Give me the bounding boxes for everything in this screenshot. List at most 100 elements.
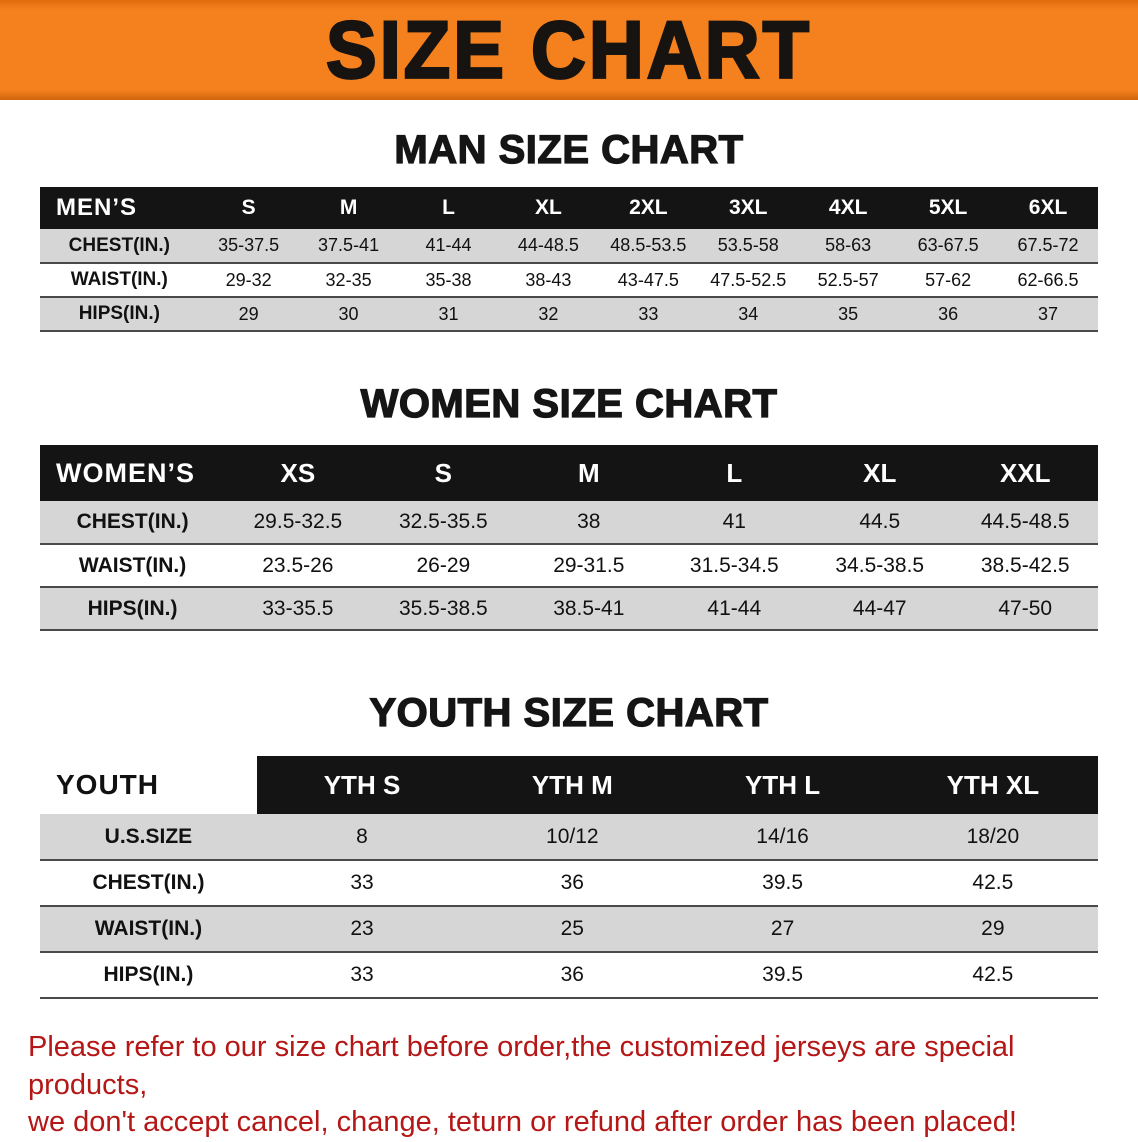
size-value-cell: 29 (981, 917, 1005, 940)
size-value-cell: 34 (738, 303, 759, 324)
size-value-cell: 47.5-52.5 (710, 269, 787, 290)
size-value-cell: 35.5-38.5 (398, 596, 488, 620)
size-value-cell: 44-47 (852, 596, 907, 620)
size-value-cell: 30 (338, 303, 359, 324)
table-row: HIPS(IN.) 29 30 31 32 33 34 35 36 37 (40, 297, 1098, 331)
size-value-cell: 27 (770, 917, 795, 940)
size-value-cell: 41 (722, 510, 746, 533)
size-value-cell: 57-62 (925, 269, 972, 290)
youth-chart-title: YOUTH SIZE CHART (369, 690, 769, 735)
size-value-cell: 67.5-72 (1017, 235, 1079, 255)
size-column-header: S (198, 187, 299, 229)
table-row: WAIST(IN.) 23 25 27 29 (40, 906, 1098, 952)
size-column-header: L (661, 445, 808, 501)
size-value-cell: 35-37.5 (218, 235, 280, 255)
size-value-cell: 35 (838, 303, 859, 324)
size-value-cell: 31 (438, 303, 459, 324)
size-value-cell: 36 (560, 871, 584, 894)
size-value-cell: 32.5-35.5 (398, 510, 488, 533)
table-corner-label: WOMEN’S (40, 445, 226, 501)
size-column-header: XS (225, 445, 371, 501)
size-value-cell: 29-32 (225, 269, 272, 290)
youth-section: YOUTH SIZE CHART YOUTH YTH S YTH M YTH L YTH… (0, 690, 1138, 999)
size-value-cell: 38-43 (525, 269, 572, 290)
size-value-cell: 37.5-41 (318, 235, 380, 255)
size-value-cell: 39.5 (762, 871, 804, 894)
row-label: HIPS(IN.) (87, 596, 178, 620)
table-header-row: WOMEN’S XS S M L XL XXL (40, 445, 1098, 501)
row-label: U.S.SIZE (104, 824, 193, 848)
size-value-cell: 29-31.5 (553, 553, 625, 577)
size-value-cell: 38 (577, 510, 601, 533)
table-row: HIPS(IN.) 33-35.5 35.5-38.5 38.5-41 41-44 44-… (40, 587, 1098, 630)
size-value-cell: 25 (560, 917, 584, 940)
size-column-header: 5XL (898, 187, 999, 229)
table-row: WAIST(IN.) 29-32 32-35 35-38 38-43 43-47.5 47.… (40, 263, 1098, 297)
men-size-table: MEN’S S M L XL 2XL 3XL 4XL 5XL 6XL CHEST(IN.) 35-37… (40, 187, 1098, 332)
size-value-cell: 10/12 (546, 824, 599, 848)
youth-size-table: YOUTH YTH S YTH M YTH L YTH XL U.S.SIZE 8 10/12… (40, 756, 1098, 999)
size-value-cell: 33-35.5 (262, 596, 334, 620)
size-column-header: 6XL (998, 187, 1098, 229)
size-value-cell: 58-63 (825, 235, 872, 255)
banner: SIZE CHART (0, 0, 1138, 100)
row-label: HIPS(IN.) (103, 963, 194, 986)
table-row: WAIST(IN.) 23.5-26 26-29 29-31.5 31.5-34.5 34… (40, 544, 1098, 587)
table-row: CHEST(IN.) 33 36 39.5 42.5 (40, 860, 1098, 906)
size-value-cell: 29 (238, 303, 259, 324)
size-value-cell: 26-29 (416, 553, 471, 577)
men-section: MAN SIZE CHART MEN’S S M L XL 2XL 3XL 4XL 5XL 6XL… (0, 127, 1138, 332)
table-corner-label: MEN’S (40, 187, 199, 229)
notice-line-2: we don't accept cancel, change, teturn o… (28, 1106, 1017, 1139)
size-value-cell: 23 (350, 917, 374, 940)
row-label: CHEST(IN.) (92, 871, 205, 894)
size-column-header: 2XL (598, 187, 699, 229)
size-value-cell: 35-38 (425, 269, 472, 290)
size-column-header: YTH XL (887, 756, 1098, 814)
size-value-cell: 14/16 (756, 824, 809, 848)
size-column-header: YTH S (256, 756, 468, 814)
size-value-cell: 36 (938, 303, 959, 324)
women-size-table: WOMEN’S XS S M L XL XXL CHEST(IN.) 29.5-32.5 32.5… (40, 445, 1098, 631)
size-column-header: 4XL (798, 187, 899, 229)
size-value-cell: 33 (350, 963, 374, 986)
women-section: WOMEN SIZE CHART WOMEN’S XS S M L XL XXL CHEST(… (0, 381, 1138, 631)
size-column-header: XL (498, 187, 599, 229)
size-value-cell: 18/20 (966, 824, 1020, 848)
table-row: CHEST(IN.) 29.5-32.5 32.5-35.5 38 41 44.5 44.5… (40, 501, 1098, 544)
table-row: U.S.SIZE 8 10/12 14/16 18/20 (40, 814, 1098, 860)
size-value-cell: 41-44 (425, 235, 472, 255)
row-label: WAIST(IN.) (78, 553, 187, 577)
footer-notice: Please refer to our size chart before or… (28, 1029, 1110, 1142)
size-value-cell: 31.5-34.5 (689, 553, 779, 577)
size-value-cell: 42.5 (972, 963, 1014, 986)
size-value-cell: 39.5 (762, 963, 804, 986)
size-value-cell: 48.5-53.5 (610, 235, 687, 255)
page-title: SIZE CHART (325, 4, 812, 97)
men-chart-title: MAN SIZE CHART (394, 127, 744, 172)
size-value-cell: 23.5-26 (262, 553, 334, 577)
size-value-cell: 42.5 (972, 871, 1014, 894)
size-value-cell: 44.5-48.5 (980, 510, 1070, 533)
size-value-cell: 44.5 (859, 510, 901, 533)
table-corner-label: YOUTH (40, 756, 257, 814)
size-value-cell: 33 (350, 871, 374, 894)
row-label: CHEST(IN.) (76, 510, 189, 533)
size-value-cell: 33 (638, 303, 659, 324)
size-column-header: YTH L (677, 756, 888, 814)
table-header-row: MEN’S S M L XL 2XL 3XL 4XL 5XL 6XL (40, 187, 1098, 229)
size-value-cell: 63-67.5 (917, 235, 979, 255)
size-value-cell: 47-50 (998, 596, 1053, 620)
size-column-header: L (398, 187, 499, 229)
size-value-cell: 38.5-41 (553, 596, 625, 620)
size-column-header: 3XL (698, 187, 799, 229)
size-value-cell: 32 (538, 303, 559, 324)
size-value-cell: 62-66.5 (1017, 269, 1079, 290)
women-chart-title: WOMEN SIZE CHART (360, 381, 778, 426)
size-value-cell: 34.5-38.5 (835, 553, 925, 577)
size-column-header: S (370, 445, 517, 501)
notice-line-1: Please refer to our size chart before or… (28, 1031, 1015, 1101)
row-label: WAIST(IN.) (94, 917, 203, 940)
size-value-cell: 38.5-42.5 (980, 553, 1070, 577)
